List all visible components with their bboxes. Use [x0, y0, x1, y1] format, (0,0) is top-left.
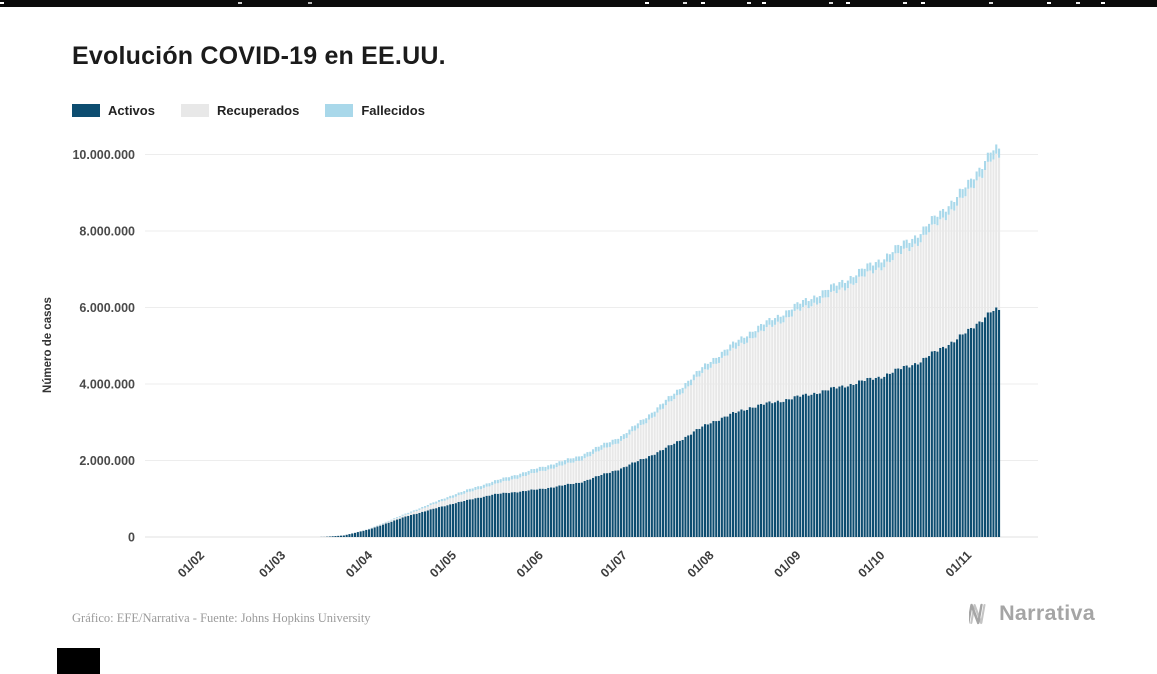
y-tick-label: 8.000.000 [79, 225, 135, 239]
legend-swatch [180, 104, 209, 117]
legend-swatch [325, 104, 354, 117]
x-tick-label: 01/06 [514, 548, 546, 580]
y-tick-label: 4.000.000 [79, 378, 135, 392]
x-tick-label: 01/09 [772, 548, 804, 580]
x-tick-label: 01/03 [256, 548, 288, 580]
chart-title: Evolución COVID-19 en EE.UU. [72, 42, 446, 70]
top-artifact-bar [0, 0, 1157, 7]
narrativa-logo: Narrativa [969, 601, 1095, 626]
y-tick-label: 2.000.000 [79, 454, 135, 468]
x-tick-label: 01/10 [856, 548, 888, 580]
y-tick-label: 6.000.000 [79, 301, 135, 315]
x-tick-label: 01/07 [598, 548, 630, 580]
legend-swatch [72, 104, 100, 117]
top-artifact-dashes [0, 2, 4, 4]
y-tick-label: 10.000.000 [72, 148, 135, 162]
x-tick-label: 01/08 [685, 548, 717, 580]
legend-item-recuperados: Recuperados [180, 103, 300, 118]
x-tick-label: 01/11 [943, 548, 975, 580]
legend-item-fallecidos: Fallecidos [325, 103, 425, 118]
legend-label: Fallecidos [361, 103, 425, 118]
narrativa-n-icon [969, 603, 986, 624]
source-caption: Gráfico: EFE/Narrativa - Fuente: Johns H… [72, 611, 371, 625]
x-tick-label: 01/05 [427, 548, 459, 580]
narrativa-logo-text: Narrativa [999, 601, 1095, 625]
y-axis-title: Número de casos [42, 297, 54, 393]
legend-label: Activos [108, 103, 155, 118]
x-tick-label: 01/04 [343, 548, 375, 580]
bottom-artifact-box [57, 648, 100, 674]
x-tick-label: 01/02 [175, 548, 207, 580]
y-tick-label: 0 [128, 531, 135, 545]
legend: Activos Recuperados Fallecidos [72, 103, 425, 118]
legend-label: Recuperados [216, 103, 300, 118]
legend-item-activos: Activos [72, 103, 155, 118]
